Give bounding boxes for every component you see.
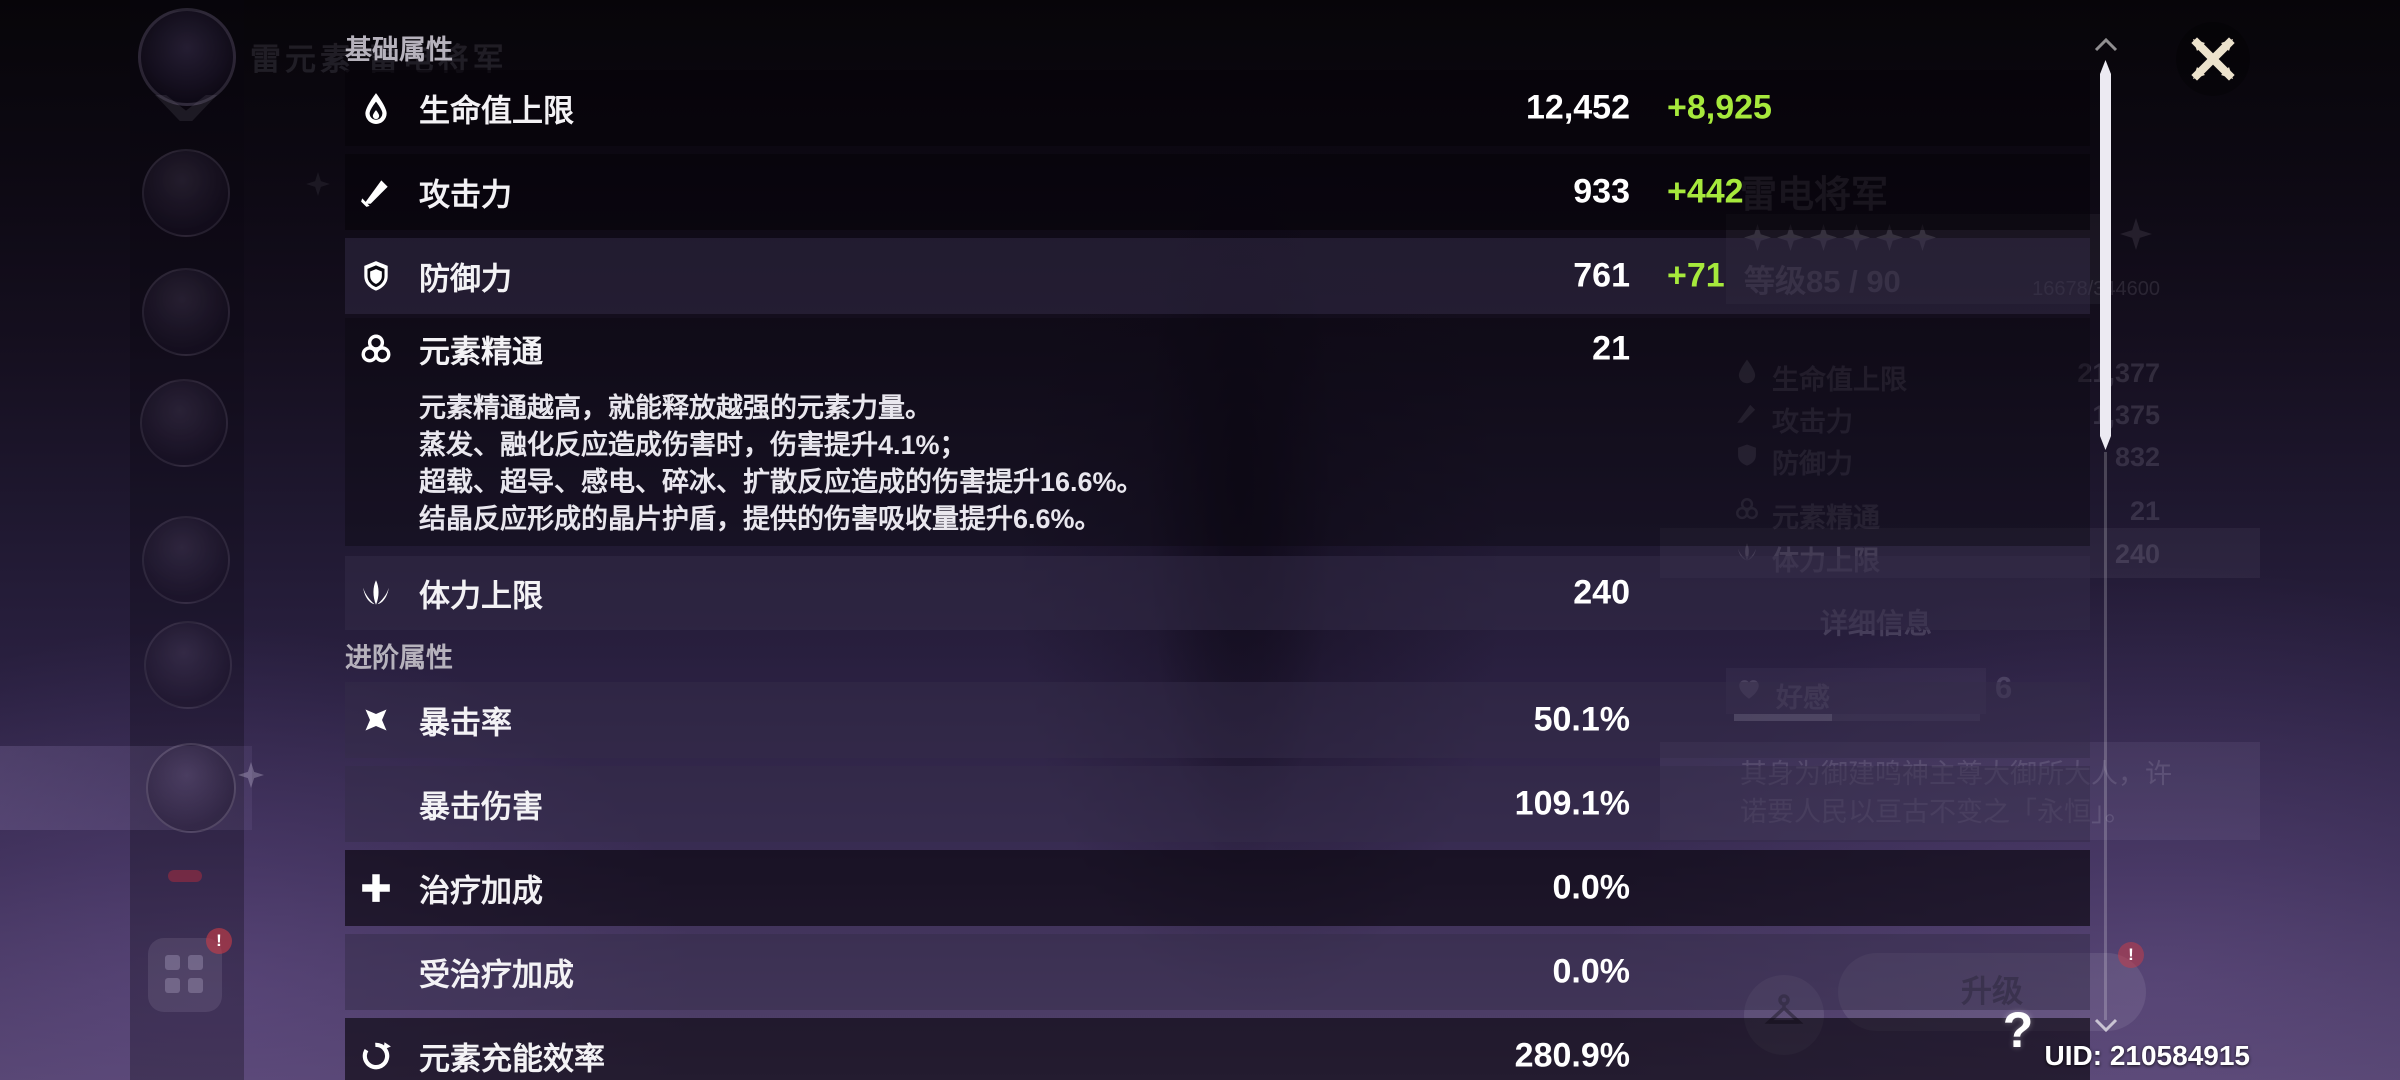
stat-value: 761	[1573, 256, 1630, 295]
hp-icon	[1738, 359, 1756, 384]
energy-recharge-icon	[362, 1042, 391, 1070]
stat-row-hp: 生命值上限 12,452 +8,925	[345, 70, 2090, 146]
stat-value: 280.9%	[1514, 1036, 1630, 1075]
sidebar-marker	[168, 870, 202, 882]
party-setup-emblem[interactable]	[138, 8, 236, 106]
em-description-line: 超载、超导、感电、碎冰、扩散反应造成的伤害提升16.6%。	[419, 467, 1144, 497]
stat-row-crit-rate: 暴击率 50.1%	[345, 682, 2090, 758]
ghost-stat-value: 21,377	[2077, 358, 2160, 388]
stat-label: 暴击伤害	[419, 789, 543, 825]
background-sparkle-icon	[306, 172, 330, 196]
grid-icon	[188, 955, 203, 970]
ghost-stat-label: 生命值上限	[1772, 365, 1907, 395]
defense-icon	[364, 261, 388, 291]
sidebar-character-avatar[interactable]	[144, 621, 232, 709]
stat-label: 攻击力	[419, 177, 512, 213]
scrollbar-handle[interactable]	[2100, 60, 2111, 450]
em-description-line: 结晶反应形成的晶片护盾，提供的伤害吸收量提升6.6%。	[419, 504, 1102, 534]
healing-plus-icon	[362, 874, 390, 902]
scroll-down-chevron-icon	[2094, 1018, 2118, 1032]
sidebar-character-avatar[interactable]	[142, 516, 230, 604]
stat-row-stamina: 体力上限 240	[345, 556, 2090, 630]
hp-icon	[365, 93, 387, 124]
uid-text: UID: 210584915	[2044, 1040, 2250, 1071]
defense-icon	[1738, 444, 1756, 466]
grid-icon	[165, 955, 180, 970]
close-icon	[2191, 37, 2235, 81]
stat-value: 50.1%	[1533, 700, 1630, 739]
stat-label: 受治疗加成	[419, 957, 574, 993]
stat-bonus: +442	[1667, 172, 1744, 211]
stat-row-atk: 攻击力 933 +442	[345, 154, 2090, 230]
stat-value: 12,452	[1526, 88, 1630, 127]
sidebar-character-avatar-selected[interactable]	[146, 743, 236, 833]
attack-icon	[1737, 404, 1756, 423]
menu-alert-badge: !	[206, 928, 232, 954]
grid-icon	[165, 978, 180, 993]
ghost-stat-value: 21	[2129, 496, 2160, 526]
stat-label: 元素充能效率	[419, 1041, 605, 1077]
stat-row-elemental-mastery: 元素精通 21 元素精通越高，就能释放越强的元素力量。 蒸发、融化反应造成伤害时…	[345, 318, 2090, 546]
stamina-icon	[363, 580, 389, 605]
basic-attributes-title: 基础属性	[345, 35, 453, 65]
ghost-stat-value: 240	[2114, 539, 2160, 569]
stat-value: 21	[1592, 329, 1630, 368]
stat-bonus: +71	[1667, 256, 1725, 295]
elemental-mastery-icon	[361, 334, 391, 363]
ghost-stat-label: 防御力	[1772, 449, 1853, 479]
elemental-mastery-icon	[1736, 498, 1758, 520]
stat-row-healing-bonus: 治疗加成 0.0%	[345, 850, 2090, 926]
ghost-stat-label: 元素精通	[1772, 503, 1880, 533]
stat-label: 防御力	[419, 261, 512, 297]
stat-row-def: 防御力 761 +71	[345, 238, 2090, 314]
ghost-stat-value: 832	[2114, 442, 2160, 472]
scroll-up-chevron-icon	[2094, 37, 2118, 52]
sidebar-character-avatar[interactable]	[142, 268, 230, 356]
em-description-line: 元素精通越高，就能释放越强的元素力量。	[419, 393, 932, 423]
help-button[interactable]: ?	[2002, 1002, 2034, 1058]
stat-row-incoming-healing: 受治疗加成 0.0%	[345, 934, 2090, 1010]
stat-value: 0.0%	[1552, 868, 1631, 907]
stat-row-crit-dmg: 暴击伤害 109.1%	[345, 766, 2090, 842]
crit-rate-icon	[365, 709, 387, 731]
stat-label: 生命值上限	[419, 93, 574, 129]
stat-bonus: +8,925	[1667, 88, 1772, 127]
grid-icon	[188, 978, 203, 993]
close-button[interactable]	[2176, 22, 2250, 96]
stat-value: 240	[1573, 573, 1630, 612]
stat-label: 元素精通	[419, 334, 543, 370]
em-description-line: 蒸发、融化反应造成伤害时，伤害提升4.1%；	[419, 430, 967, 460]
sidebar-character-avatar[interactable]	[142, 149, 230, 237]
scrollbar-track[interactable]	[2104, 452, 2107, 1020]
stat-value: 0.0%	[1552, 952, 1631, 991]
ghost-stat-label: 攻击力	[1772, 407, 1853, 437]
sidebar-character-avatar[interactable]	[140, 379, 228, 467]
stat-row-energy-recharge: 元素充能效率 280.9%	[345, 1018, 2090, 1080]
stat-value: 933	[1573, 172, 1630, 211]
stat-label: 治疗加成	[419, 873, 543, 909]
stat-value: 109.1%	[1514, 784, 1630, 823]
stat-label: 暴击率	[419, 705, 512, 741]
advanced-attributes-title: 进阶属性	[345, 643, 453, 673]
upgrade-alert-badge: !	[2118, 942, 2144, 968]
element-sparkle-icon	[2120, 218, 2152, 250]
stat-label: 体力上限	[419, 578, 543, 614]
attack-icon	[361, 180, 388, 207]
